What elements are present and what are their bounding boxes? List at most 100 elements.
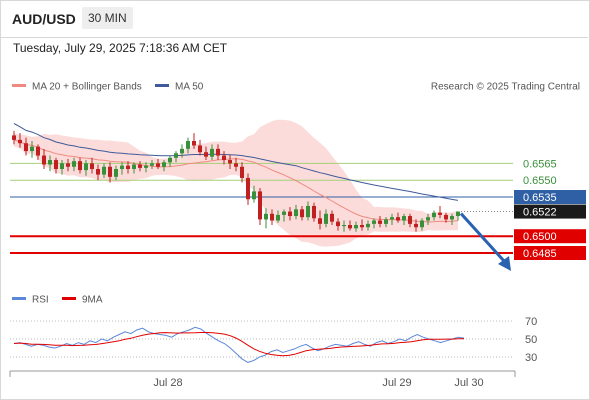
candle-body	[198, 145, 202, 153]
candle-body	[342, 225, 346, 227]
candle-body	[168, 157, 172, 163]
candle-body	[66, 163, 70, 167]
candle-body	[108, 166, 112, 177]
candle-body	[96, 169, 100, 175]
candle-body	[114, 169, 118, 177]
candle-body	[84, 163, 88, 171]
time-axis: Jul 28 Jul 29 Jul 30	[9, 370, 516, 389]
candle-body	[318, 218, 322, 224]
rsi-line	[13, 326, 465, 363]
rsi-ma-legend-swatch	[62, 297, 76, 300]
support-level-label-box	[514, 246, 586, 260]
candle-body	[354, 225, 358, 229]
candle-body	[126, 165, 130, 169]
support-level-label: 0.6500	[523, 231, 557, 243]
rsi-ma-line	[13, 332, 465, 357]
candle-body	[60, 163, 64, 169]
candle-body	[420, 220, 424, 228]
resistance-level-label: 0.6565	[523, 158, 557, 170]
last-level-label-box	[514, 204, 586, 219]
candle-body	[30, 146, 34, 152]
symbol-title: AUD/USD	[12, 11, 76, 27]
support-level-label-box	[514, 229, 586, 244]
candlesticks	[12, 130, 460, 232]
bollinger-bands	[14, 119, 458, 247]
candle-body	[18, 139, 22, 144]
ma50-legend-label: MA 50	[175, 82, 204, 93]
candle-body	[54, 160, 58, 169]
ma50-line	[13, 123, 459, 201]
candle-body	[258, 191, 262, 220]
pivot-level-label: 0.6535	[523, 192, 557, 204]
candle-body	[210, 148, 214, 157]
candle-body	[186, 141, 190, 149]
candle-body	[180, 148, 184, 154]
candle-body	[408, 216, 412, 224]
candle-body	[240, 166, 244, 178]
candle-body	[348, 225, 352, 229]
candle-body	[132, 164, 136, 169]
candle-body	[48, 160, 52, 165]
pivot-level-label-box	[514, 190, 586, 204]
candle-body	[222, 155, 226, 161]
candle-body	[216, 148, 220, 156]
time-tick-label: Jul 30	[454, 377, 483, 389]
candle-body	[102, 166, 106, 175]
timeframe-badge[interactable]: 30 MIN	[82, 7, 133, 29]
candle-body	[120, 165, 124, 169]
candle-body	[90, 163, 94, 169]
support-level-label: 0.6485	[523, 248, 557, 260]
candle-body	[270, 213, 274, 221]
rsi-legend-label: RSI	[32, 295, 49, 306]
candle-body	[390, 217, 394, 220]
candle-body	[72, 161, 76, 167]
candle-body	[432, 212, 436, 218]
candle-body	[450, 216, 454, 220]
candle-body	[366, 223, 370, 228]
level-labels: 0.6565 0.6550 0.6535 0.6522 0.6500 0.6485	[514, 158, 586, 260]
candle-body	[300, 209, 304, 218]
candle-body	[456, 211, 460, 217]
candle-body	[360, 225, 364, 228]
time-tick-label: Jul 29	[382, 377, 411, 389]
timestamp: Tuesday, July 29, 2025 7:18:36 AM CET	[13, 41, 228, 55]
last-level-label: 0.6522	[523, 207, 557, 219]
candle-body	[438, 212, 442, 215]
rsi-tick-label: 30	[525, 352, 537, 364]
candle-body	[336, 221, 340, 227]
candle-body	[252, 191, 256, 200]
candle-body	[234, 163, 238, 167]
rsi-panel: 70 50 30	[10, 316, 537, 364]
rsi-tick-label: 70	[525, 316, 537, 328]
candle-body	[384, 219, 388, 224]
candle-body	[264, 213, 268, 220]
candle-body	[312, 205, 316, 219]
rsi-legend-swatch	[12, 297, 26, 300]
candle-body	[282, 211, 286, 215]
candle-body	[396, 217, 400, 221]
candle-body	[174, 153, 178, 158]
candle-body	[204, 152, 208, 157]
candle-body	[444, 214, 448, 220]
candle-body	[228, 160, 232, 164]
chart-header: AUD/USD 30 MIN	[0, 0, 588, 38]
candle-body	[150, 163, 154, 166]
candle-body	[78, 161, 82, 171]
candle-body	[12, 135, 16, 140]
candle-body	[246, 177, 250, 200]
rsi-tick-label: 50	[525, 334, 537, 346]
rsi-ma-legend-label: 9MA	[82, 295, 103, 306]
forecast-arrow-head	[498, 256, 511, 271]
candle-body	[306, 205, 310, 218]
bollinger-band-area	[14, 119, 458, 247]
candle-body	[330, 213, 334, 222]
candle-body	[24, 143, 28, 152]
candle-body	[192, 141, 196, 146]
candle-body	[372, 220, 376, 224]
candle-body	[426, 217, 430, 221]
candle-body	[402, 216, 406, 221]
forecast-arrow-shaft	[459, 212, 506, 263]
ma50-legend-swatch	[155, 84, 169, 87]
candle-body	[414, 223, 418, 228]
